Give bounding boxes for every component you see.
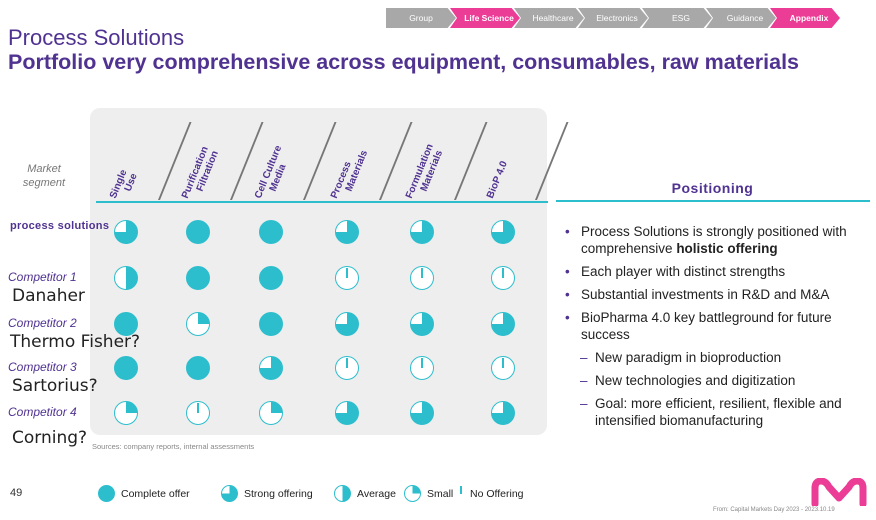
column-label: BioP 4.0 xyxy=(485,159,510,201)
nav-appendix[interactable]: Appendix xyxy=(770,8,840,28)
merck-logo-icon xyxy=(811,478,867,506)
nav-life-science[interactable]: Life Science xyxy=(450,8,520,28)
sub-bullet-item: New technologies and digitization xyxy=(563,372,868,389)
harvey-ball-icon xyxy=(259,401,283,425)
harvey-ball-icon xyxy=(259,266,283,290)
harvey-ball-icon xyxy=(186,312,210,336)
legend-label: Strong offering xyxy=(244,487,313,500)
footer-source: From: Capital Markets Day 2023 - 2023.10… xyxy=(713,507,835,513)
harvey-ball-icon xyxy=(259,312,283,336)
matrix-header-divider xyxy=(96,201,548,203)
sub-bullet-item: Goal: more efficient, resilient, flexibl… xyxy=(563,395,868,429)
positioning-bullets: Process Solutions is strongly positioned… xyxy=(563,223,868,435)
harvey-ball-icon xyxy=(410,312,434,336)
nav-group[interactable]: Group xyxy=(386,8,456,28)
harvey-ball-icon xyxy=(491,401,515,425)
legend-harvey-icon xyxy=(404,485,421,502)
column-label: Formulation Materials xyxy=(404,142,446,201)
harvey-ball-icon xyxy=(410,220,434,244)
harvey-ball-icon xyxy=(114,266,138,290)
legend-item: Complete offer xyxy=(98,485,190,502)
page-subtitle: Portfolio very comprehensive across equi… xyxy=(8,50,800,74)
harvey-ball-icon xyxy=(335,312,359,336)
nav-breadcrumb: Group Life Science Healthcare Electronics ES… xyxy=(386,8,840,28)
harvey-ball-icon xyxy=(491,220,515,244)
sources-note: Sources: company reports, internal asses… xyxy=(92,442,255,451)
page-title: Process Solutions xyxy=(8,25,185,50)
column-header: Cell Culture Media xyxy=(231,118,337,200)
harvey-ball-icon xyxy=(335,266,359,290)
harvey-ball-icon xyxy=(335,220,359,244)
column-header: Purification Filtration xyxy=(158,118,264,200)
competitor-label: Competitor 1 xyxy=(8,270,77,284)
harvey-ball-icon xyxy=(335,401,359,425)
legend-item: Small xyxy=(404,485,453,502)
column-header: Formulation Materials xyxy=(382,118,488,200)
harvey-ball-icon xyxy=(259,356,283,380)
harvey-ball-icon xyxy=(186,401,210,425)
column-label: Purification Filtration xyxy=(180,144,221,201)
legend-harvey-icon xyxy=(221,485,238,502)
nav-healthcare[interactable]: Healthcare xyxy=(514,8,584,28)
harvey-ball-icon xyxy=(114,220,138,244)
harvey-ball-icon xyxy=(491,266,515,290)
column-header: Single Use xyxy=(86,118,192,200)
legend-label: No Offering xyxy=(470,487,524,500)
positioning-heading: Positioning xyxy=(671,180,754,196)
harvey-ball-icon xyxy=(186,356,210,380)
column-label: Process Materials xyxy=(329,148,371,201)
process-solutions-logo: process solutions xyxy=(10,220,110,232)
harvey-ball-icon xyxy=(114,401,138,425)
legend-label: Small xyxy=(427,487,454,500)
legend-harvey-icon xyxy=(458,485,464,502)
harvey-ball-icon xyxy=(335,356,359,380)
page-number: 49 xyxy=(10,487,23,499)
competitor-label: Competitor 2 xyxy=(8,316,77,330)
legend-label: Complete offer xyxy=(121,487,190,500)
handwritten-annotation: Danaher xyxy=(12,286,85,306)
column-label: Single Use xyxy=(108,168,140,201)
column-label: Cell Culture Media xyxy=(253,143,289,201)
sub-bullet-item: New paradigm in bioproduction xyxy=(563,349,868,366)
legend-item: Average xyxy=(334,485,396,502)
column-header: BioP 4.0 xyxy=(463,118,569,201)
legend-label: Average xyxy=(357,487,396,500)
bullet-item: Process Solutions is strongly positioned… xyxy=(563,223,868,257)
bullet-item: Each player with distinct strengths xyxy=(563,263,868,280)
harvey-ball-icon xyxy=(114,356,138,380)
harvey-ball-icon xyxy=(491,312,515,336)
harvey-ball-icon xyxy=(259,220,283,244)
harvey-ball-icon xyxy=(410,401,434,425)
legend-item: Strong offering xyxy=(221,485,313,502)
legend-item: No Offering xyxy=(458,485,524,502)
competitor-label: Competitor 3 xyxy=(8,360,77,374)
harvey-ball-icon xyxy=(410,356,434,380)
legend-harvey-icon xyxy=(98,485,115,502)
competitor-label: Competitor 4 xyxy=(8,405,77,419)
bullet-item: Substantial investments in R&D and M&A xyxy=(563,286,868,303)
nav-electronics[interactable]: Electronics xyxy=(578,8,648,28)
legend-harvey-icon xyxy=(334,485,351,502)
harvey-ball-icon xyxy=(114,312,138,336)
harvey-ball-icon xyxy=(186,266,210,290)
handwritten-annotation: Thermo Fisher? xyxy=(10,332,141,352)
handwritten-annotation: Corning? xyxy=(12,428,88,448)
bullet-item: BioPharma 4.0 key battleground for futur… xyxy=(563,309,868,343)
column-header: Process Materials xyxy=(307,118,413,200)
nav-esg[interactable]: ESG xyxy=(642,8,712,28)
harvey-ball-icon xyxy=(491,356,515,380)
positioning-divider xyxy=(556,200,870,202)
harvey-ball-icon xyxy=(410,266,434,290)
handwritten-annotation: Sartorius? xyxy=(12,376,98,396)
nav-guidance[interactable]: Guidance xyxy=(706,8,776,28)
harvey-ball-icon xyxy=(186,220,210,244)
market-segment-label: Market segment xyxy=(22,163,66,189)
